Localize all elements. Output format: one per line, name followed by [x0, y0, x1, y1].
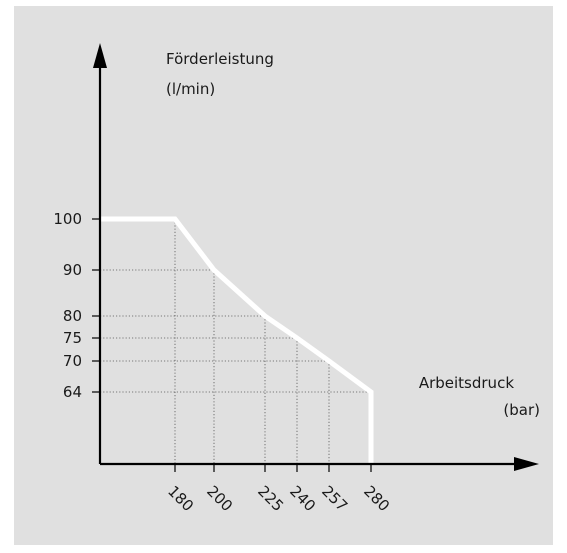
chart-svg: Förderleistung (l/min) Arbeitsdruck (bar…	[53, 43, 540, 515]
y-axis-title: Förderleistung	[166, 50, 274, 68]
series-line	[100, 216, 374, 464]
x-tick-label-257: 257	[318, 482, 351, 515]
x-axis-unit: (bar)	[503, 401, 540, 419]
x-axis-arrow	[514, 457, 539, 471]
y-tick-label-64: 64	[63, 383, 82, 401]
y-tick-label-70: 70	[63, 352, 82, 370]
x-tick-label-225: 225	[254, 482, 287, 515]
y-axis-arrow	[93, 43, 107, 68]
x-tick-label-200: 200	[203, 482, 236, 515]
x-tick-label-280: 280	[360, 482, 393, 515]
y-tick-label-80: 80	[63, 307, 82, 325]
curve-layer	[99, 216, 374, 465]
chart-panel: Förderleistung (l/min) Arbeitsdruck (bar…	[14, 6, 553, 545]
y-axis-unit: (l/min)	[166, 80, 215, 98]
y-tick-label-90: 90	[63, 261, 82, 279]
x-tick-label-240: 240	[286, 482, 319, 515]
y-tick-label-100: 100	[53, 210, 82, 228]
x-axis-title: Arbeitsdruck	[419, 374, 514, 392]
tick-labels: 100 90 80 75 70 64 180 200 225 240 257 280	[53, 210, 393, 515]
x-tick-label-180: 180	[164, 482, 197, 515]
axes	[93, 43, 539, 471]
y-tick-label-75: 75	[63, 329, 82, 347]
grid-lines	[100, 218, 371, 464]
